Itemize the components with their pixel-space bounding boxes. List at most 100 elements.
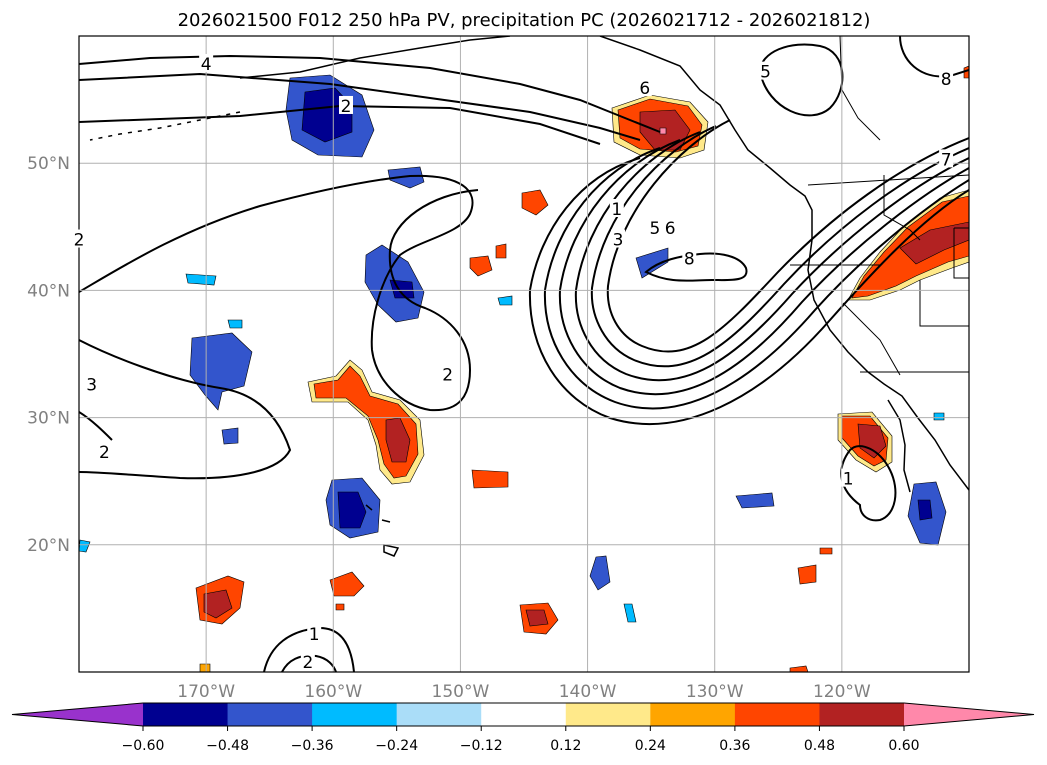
contour-label: 8 (684, 250, 695, 270)
hawaii-islands (365, 504, 400, 557)
colorbar-tick-label: −0.12 (460, 738, 503, 754)
contour-label-bg (307, 623, 322, 642)
pv-contour-line (574, 131, 969, 382)
contour-label-bg (199, 53, 214, 72)
contour-label-bg (841, 468, 856, 487)
lat-tick-label: 30°N (27, 409, 70, 429)
contour-label-bg (682, 248, 697, 267)
precip-pos-strong (495, 243, 507, 259)
state-border (883, 175, 921, 241)
pv-contour-line (79, 174, 479, 412)
precip-neg-region (189, 332, 253, 411)
colorbar-tick-label: 0.48 (804, 738, 835, 754)
precip-pos-strong (789, 665, 809, 672)
colorbar-tick-label: 0.36 (719, 738, 750, 754)
lon-tick-label: 120°W (813, 682, 871, 702)
contour-label: 8 (941, 70, 952, 90)
pv-contour-line (543, 147, 969, 410)
precip-pos-strong (819, 547, 833, 555)
contour-label: 7 (941, 150, 952, 170)
pv-contours (79, 36, 969, 672)
contour-label: 3 (86, 376, 97, 396)
lon-tick-label: 130°W (686, 682, 744, 702)
precip-pos-core (203, 589, 233, 619)
colorbar-segment (734, 703, 820, 726)
contour-label: 6 (639, 79, 650, 99)
contour-label: 4 (201, 55, 212, 75)
precip-neg-region (221, 427, 239, 445)
precip-pos-strong (335, 603, 345, 611)
contour-label: 1 (309, 625, 320, 645)
colorbar-segment (143, 703, 229, 726)
pv-contour-line (79, 104, 601, 145)
contour-label: 3 (613, 231, 624, 251)
colorbar-tick-label: −0.36 (291, 738, 334, 754)
map-frame (78, 35, 970, 673)
precip-neg-light (227, 319, 243, 329)
pv-contour-line (606, 119, 969, 353)
contour-label: 1 (843, 470, 854, 490)
state-border (919, 280, 969, 327)
lon-tick-label: 140°W (559, 682, 617, 702)
contour-label: 2 (99, 443, 110, 463)
contour-label-bg (663, 218, 678, 237)
pv-contour-line (79, 54, 661, 133)
precip-pos-strong (797, 564, 817, 585)
colorbar-segment (650, 703, 736, 726)
precip-neg-light (185, 273, 217, 286)
aleutian-islands (89, 111, 241, 141)
contour-label: 2 (442, 365, 453, 385)
contour-label-bg (939, 149, 954, 168)
contour-label: 2 (74, 231, 85, 251)
precip-neg-region (735, 492, 775, 509)
colorbar-tick-label: −0.48 (206, 738, 249, 754)
colorbar-segment (819, 703, 905, 726)
precip-neg-light (623, 603, 637, 623)
contour-label-bg (97, 441, 112, 460)
lat-tick-label: 50°N (27, 154, 70, 174)
colorbar-tick-label: 0.60 (888, 738, 919, 754)
contour-label: 2 (341, 97, 352, 117)
pv-contour-line (79, 339, 292, 480)
precip-pos-core (857, 423, 887, 459)
contour-label-bg (440, 364, 455, 383)
precip-neg-light (933, 412, 945, 421)
pv-contour-line (79, 72, 641, 141)
colorbar-tick-label: 0.24 (635, 738, 666, 754)
precip-pos-strong (469, 255, 493, 277)
precip-neg-region (635, 247, 669, 279)
lon-tick-label: 160°W (304, 682, 362, 702)
contour-label: 1 (611, 200, 622, 220)
contour-label: 5 (760, 63, 771, 83)
pv-contour-line (79, 411, 113, 441)
contour-label: 5 (650, 219, 661, 239)
pv-contour-line (528, 157, 969, 425)
precip-pos-mid (199, 663, 211, 672)
latitude-ticks: 20°N 30°N 40°N 50°N (27, 154, 70, 556)
precip-neg-core (917, 499, 933, 521)
lat-tick-label: 20°N (27, 536, 70, 556)
gridlines (79, 36, 969, 672)
colorbar: −0.60 −0.48 −0.36 −0.24 −0.12 0.12 0.24 0.36 0.4… (11, 702, 1035, 754)
alaska-coast (239, 36, 511, 79)
contour-label-bg (758, 61, 773, 80)
colorbar-segment (481, 703, 567, 726)
colorbar-tick-label: −0.24 (375, 738, 418, 754)
colorbar-over-extension (904, 703, 1034, 726)
colorbar-segment (312, 703, 398, 726)
precip-pos-core (525, 609, 549, 627)
contour-label: 6 (665, 219, 676, 239)
contour-label-bg (72, 229, 86, 248)
precip-pos-max (659, 127, 667, 135)
contour-label-bg (611, 229, 626, 248)
colorbar-tick-label: −0.60 (122, 738, 165, 754)
precip-pos-strong (471, 469, 509, 489)
contour-label-bg (339, 95, 353, 114)
precip-neg-region (589, 555, 611, 591)
baja-coast (887, 399, 911, 493)
contour-label-bg (300, 651, 315, 670)
colorbar-segment (396, 703, 482, 726)
pv-contour-line (558, 139, 969, 396)
